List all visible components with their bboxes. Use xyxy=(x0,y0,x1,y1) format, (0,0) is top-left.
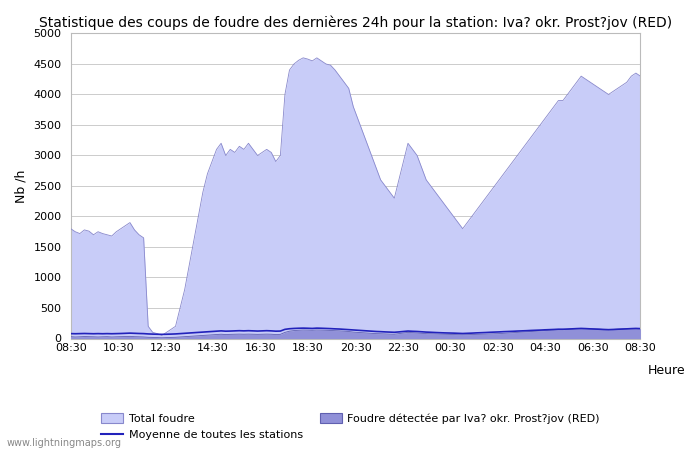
Y-axis label: Nb /h: Nb /h xyxy=(15,169,28,202)
Moyenne de toutes les stations xyxy=(217,328,225,333)
Legend: Total foudre, Moyenne de toutes les stations, Foudre détectée par Iva? okr. Pros: Total foudre, Moyenne de toutes les stat… xyxy=(97,409,604,445)
Moyenne de toutes les stations xyxy=(636,326,645,331)
Moyenne de toutes les stations xyxy=(413,329,421,334)
Text: www.lightningmaps.org: www.lightningmaps.org xyxy=(7,438,122,448)
Moyenne de toutes les stations xyxy=(344,327,353,333)
Line: Moyenne de toutes les stations: Moyenne de toutes les stations xyxy=(71,328,641,334)
Text: Heure: Heure xyxy=(648,364,685,377)
Moyenne de toutes les stations xyxy=(454,331,462,336)
Moyenne de toutes les stations xyxy=(103,331,111,336)
Moyenne de toutes les stations xyxy=(426,329,435,335)
Moyenne de toutes les stations xyxy=(158,332,166,337)
Title: Statistique des coups de foudre des dernières 24h pour la station: Iva? okr. Pro: Statistique des coups de foudre des dern… xyxy=(39,15,672,30)
Moyenne de toutes les stations xyxy=(66,331,75,336)
Moyenne de toutes les stations xyxy=(299,325,307,331)
